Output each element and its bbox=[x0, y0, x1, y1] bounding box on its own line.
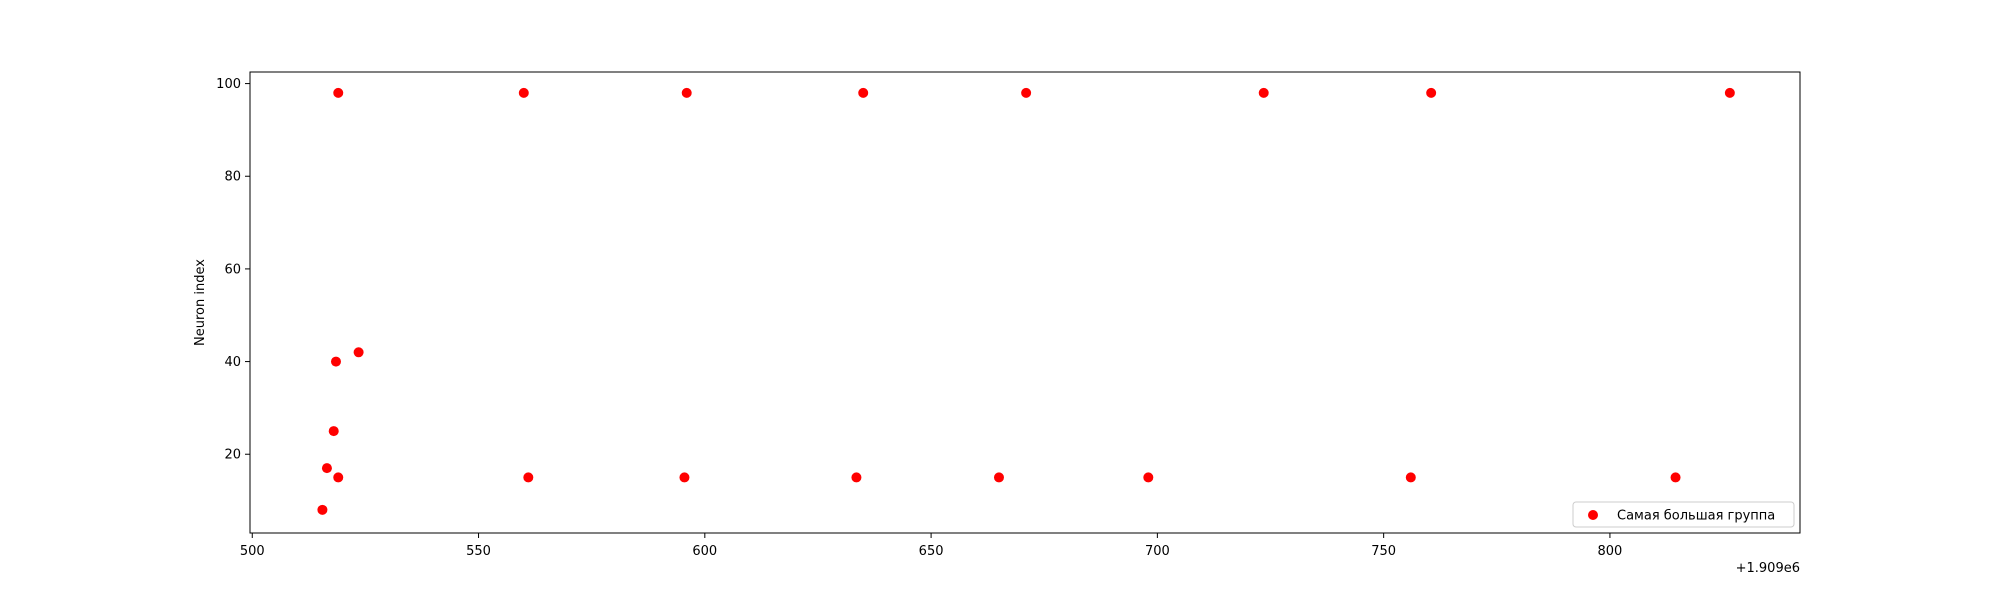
data-point bbox=[518, 87, 529, 98]
data-point bbox=[321, 463, 332, 474]
plot-area-frame bbox=[249, 71, 1801, 534]
y-axis-label: Neuron index bbox=[193, 259, 208, 346]
x-tick-label: 600 bbox=[692, 544, 717, 559]
data-point bbox=[679, 472, 690, 483]
data-point bbox=[523, 472, 534, 483]
data-point bbox=[333, 472, 344, 483]
x-tick-label: 650 bbox=[919, 544, 944, 559]
data-point bbox=[681, 87, 692, 98]
data-point bbox=[328, 426, 339, 437]
scatter-points bbox=[317, 87, 1735, 515]
data-point bbox=[1021, 87, 1032, 98]
y-tick-label: 80 bbox=[224, 170, 241, 185]
legend-label: Самая большая группа bbox=[1617, 509, 1775, 524]
x-axis-offset-label: +1.909e6 bbox=[1736, 561, 1800, 576]
legend: Самая большая группа bbox=[1572, 501, 1795, 528]
legend-box bbox=[1572, 501, 1795, 528]
x-tick-label: 700 bbox=[1145, 544, 1170, 559]
data-point bbox=[1426, 87, 1437, 98]
y-tick-label: 40 bbox=[224, 355, 241, 370]
x-tick-label: 800 bbox=[1598, 544, 1623, 559]
y-tick-label: 100 bbox=[216, 77, 241, 92]
data-point bbox=[1405, 472, 1416, 483]
y-tick-label: 20 bbox=[224, 448, 241, 463]
x-tick-label: 550 bbox=[466, 544, 491, 559]
data-point bbox=[353, 347, 364, 358]
data-point bbox=[317, 504, 328, 515]
data-point bbox=[333, 87, 344, 98]
y-axis-ticks: 20 40 60 80 100 bbox=[216, 77, 250, 463]
data-point bbox=[1670, 472, 1681, 483]
x-axis-ticks: 500 550 600 650 700 750 800 bbox=[240, 533, 1622, 559]
data-point bbox=[1258, 87, 1269, 98]
data-point bbox=[851, 472, 862, 483]
data-point bbox=[1724, 87, 1735, 98]
x-tick-label: 500 bbox=[240, 544, 265, 559]
y-tick-label: 60 bbox=[224, 262, 241, 277]
data-point bbox=[858, 87, 869, 98]
data-point bbox=[330, 356, 341, 367]
x-tick-label: 750 bbox=[1371, 544, 1396, 559]
data-point bbox=[1143, 472, 1154, 483]
legend-marker bbox=[1588, 510, 1598, 520]
data-point bbox=[993, 472, 1004, 483]
